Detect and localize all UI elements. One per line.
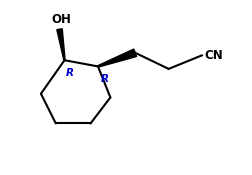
Polygon shape [97,49,136,67]
Text: OH: OH [51,13,71,26]
Polygon shape [57,29,65,60]
Text: CN: CN [203,49,222,62]
Text: R: R [66,68,74,78]
Text: R: R [101,74,109,84]
